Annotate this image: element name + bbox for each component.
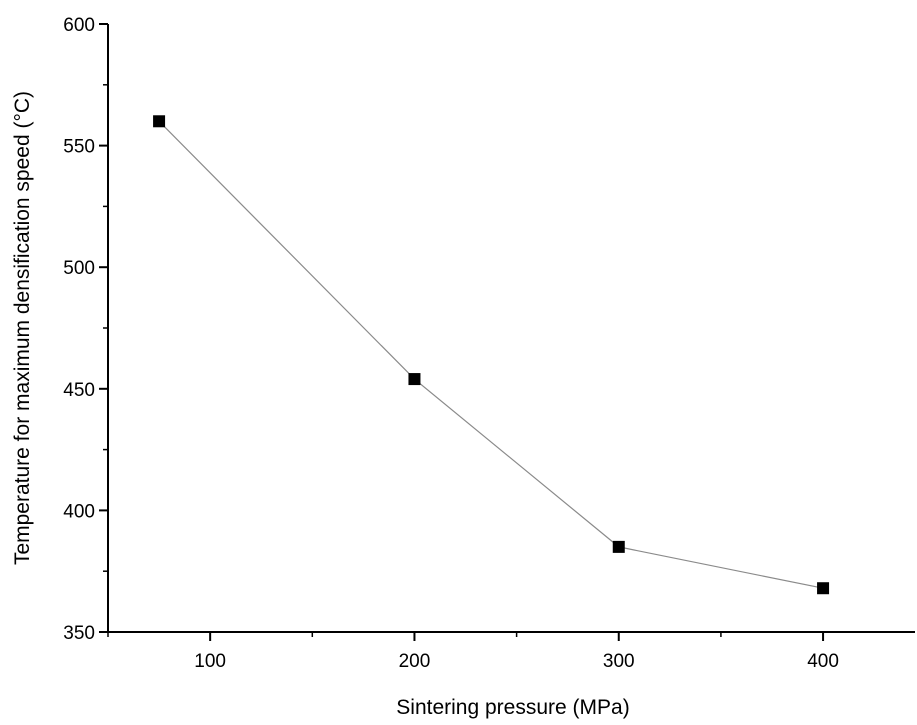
y-tick-label: 450 [63,380,95,401]
x-tick-label: 200 [399,651,431,672]
series-layer [153,115,830,595]
axes: 350 400 450 500 550 600 100 200 300 400 [63,15,915,672]
y-tick-label: 350 [63,623,95,644]
y-tick-label: 600 [63,15,95,36]
y-tick-label: 400 [63,501,95,522]
y-tick-label: 550 [63,137,95,158]
y-tick-label: 500 [63,258,95,279]
data-point-marker [408,373,421,386]
y-axis-title: Temperature for maximum densification sp… [11,91,34,565]
x-axis-title: Sintering pressure (MPa) [396,696,629,719]
data-point-marker [153,115,166,128]
data-point-marker [817,582,830,595]
x-tick-label: 300 [603,651,635,672]
x-tick-label: 400 [807,651,839,672]
x-tick-label: 100 [194,651,226,672]
series-line [158,120,824,589]
data-point-marker [612,540,625,553]
